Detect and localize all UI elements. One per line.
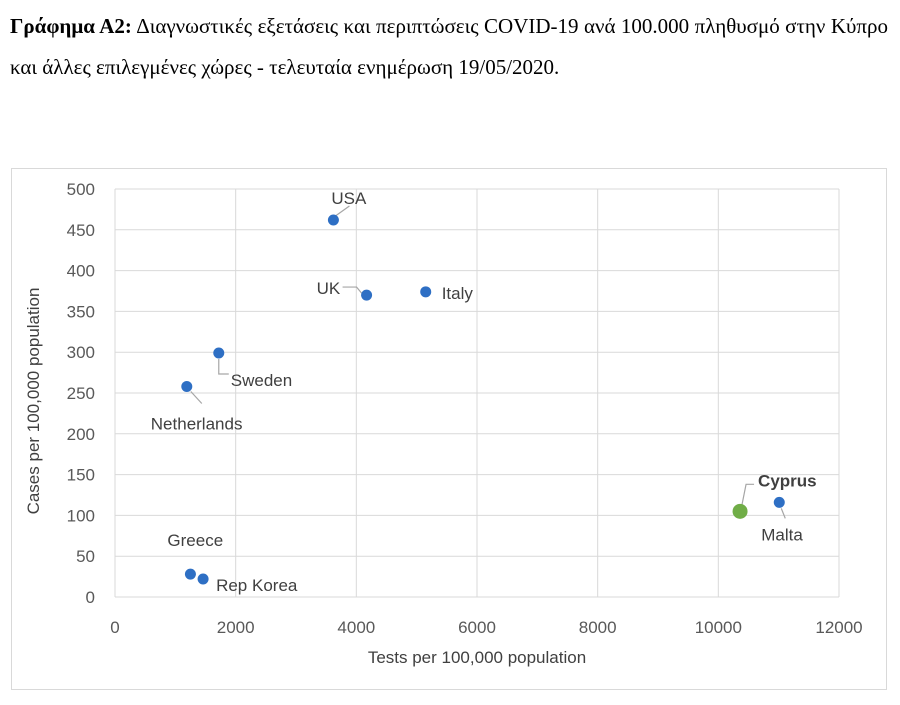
point-label-sweden: Sweden bbox=[231, 371, 292, 390]
label-leader-line bbox=[190, 391, 203, 404]
x-tick-label: 8000 bbox=[579, 618, 617, 637]
y-tick-label: 450 bbox=[67, 221, 95, 240]
y-tick-label: 250 bbox=[67, 384, 95, 403]
y-tick-label: 50 bbox=[76, 547, 95, 566]
x-tick-label: 2000 bbox=[217, 618, 255, 637]
chart-grid bbox=[114, 188, 840, 598]
data-point-italy bbox=[420, 286, 432, 298]
point-labels: USA UK Italy Sweden Netherlands Cyprus Malta Gr… bbox=[151, 189, 817, 595]
y-tick-label: 400 bbox=[67, 262, 95, 281]
x-tick-label: 10000 bbox=[695, 618, 742, 637]
point-label-usa: USA bbox=[331, 189, 367, 208]
chart-points bbox=[181, 214, 785, 585]
x-axis-title: Tests per 100,000 population bbox=[368, 648, 586, 667]
data-point-rep-korea bbox=[197, 573, 209, 585]
data-point-greece bbox=[184, 568, 196, 580]
data-point-uk bbox=[361, 289, 373, 301]
point-label-netherlands: Netherlands bbox=[151, 414, 243, 433]
chart-ticks: 0 50 100 150 200 250 300 350 400 450 500 0 2000 4000 6… bbox=[67, 180, 863, 637]
point-label-uk: UK bbox=[317, 279, 341, 298]
chart-frame bbox=[11, 168, 887, 690]
y-axis-title: Cases per 100,000 population bbox=[24, 288, 43, 515]
point-label-italy: Italy bbox=[442, 284, 474, 303]
x-tick-label: 12000 bbox=[815, 618, 862, 637]
x-tick-label: 6000 bbox=[458, 618, 496, 637]
y-tick-label: 100 bbox=[67, 506, 95, 525]
y-tick-label: 350 bbox=[67, 302, 95, 321]
y-tick-label: 300 bbox=[67, 343, 95, 362]
point-label-malta: Malta bbox=[761, 525, 803, 544]
label-leader-line bbox=[741, 483, 755, 505]
data-point-cyprus bbox=[732, 503, 748, 519]
x-tick-label: 4000 bbox=[337, 618, 375, 637]
figure-caption: Γράφημα Α2: Διαγνωστικές εξετάσεις και π… bbox=[10, 6, 888, 88]
data-point-sweden bbox=[213, 347, 225, 359]
data-point-netherlands bbox=[181, 380, 193, 392]
point-label-cyprus: Cyprus bbox=[758, 471, 817, 490]
caption-text: Διαγνωστικές εξετάσεις και περιπτώσεις C… bbox=[10, 14, 889, 79]
label-leaders bbox=[190, 205, 786, 519]
y-tick-label: 0 bbox=[86, 588, 95, 607]
label-leader-line bbox=[780, 508, 786, 519]
label-leader-line bbox=[342, 286, 363, 294]
y-tick-label: 500 bbox=[67, 180, 95, 199]
data-point-usa bbox=[327, 214, 339, 226]
point-label-greece: Greece bbox=[167, 531, 223, 550]
point-label-rep-korea: Rep Korea bbox=[216, 576, 298, 595]
x-tick-label: 0 bbox=[110, 618, 119, 637]
caption-lead: Γράφημα Α2: bbox=[10, 14, 132, 38]
data-point-malta bbox=[773, 496, 785, 508]
label-leader-line bbox=[335, 205, 350, 217]
label-leader-line bbox=[218, 359, 229, 375]
y-tick-label: 200 bbox=[67, 425, 95, 444]
y-tick-label: 150 bbox=[67, 466, 95, 485]
